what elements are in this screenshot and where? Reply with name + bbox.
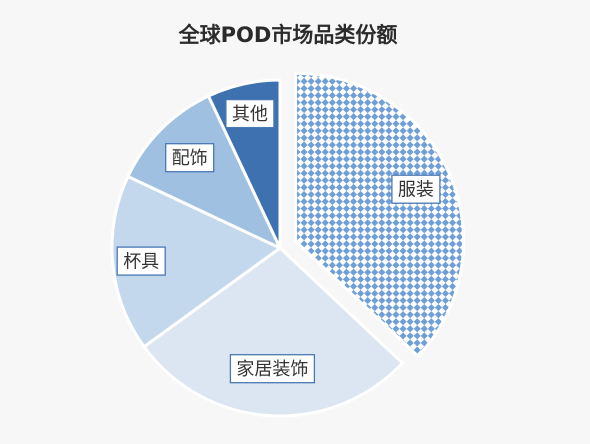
slice-label-box — [225, 98, 275, 129]
slice-label-box — [165, 143, 215, 173]
slice-label-1: 服装 — [391, 174, 441, 204]
slice-label-2: 家居装饰 — [229, 354, 316, 384]
slice-label-box — [229, 354, 316, 384]
pie-slice-3[interactable] — [110, 174, 282, 349]
slice-label-5: 其他 — [225, 98, 275, 129]
slice-label-4: 配饰 — [165, 143, 215, 173]
slice-label-text: 家居装饰 — [236, 359, 308, 380]
slice-label-text: 杯具 — [123, 252, 159, 273]
slice-label-3: 杯具 — [116, 246, 166, 276]
slice-label-text: 配饰 — [172, 148, 208, 169]
slice-label-box — [116, 246, 166, 276]
chart-title: 全球POD市场品类份额 — [178, 23, 398, 47]
slice-label-box — [391, 174, 441, 204]
slice-label-text: 其他 — [232, 104, 268, 125]
pie-slice-2[interactable] — [142, 246, 404, 418]
slice-label-text: 服装 — [398, 180, 434, 201]
pie-slice-1[interactable] — [294, 71, 466, 358]
